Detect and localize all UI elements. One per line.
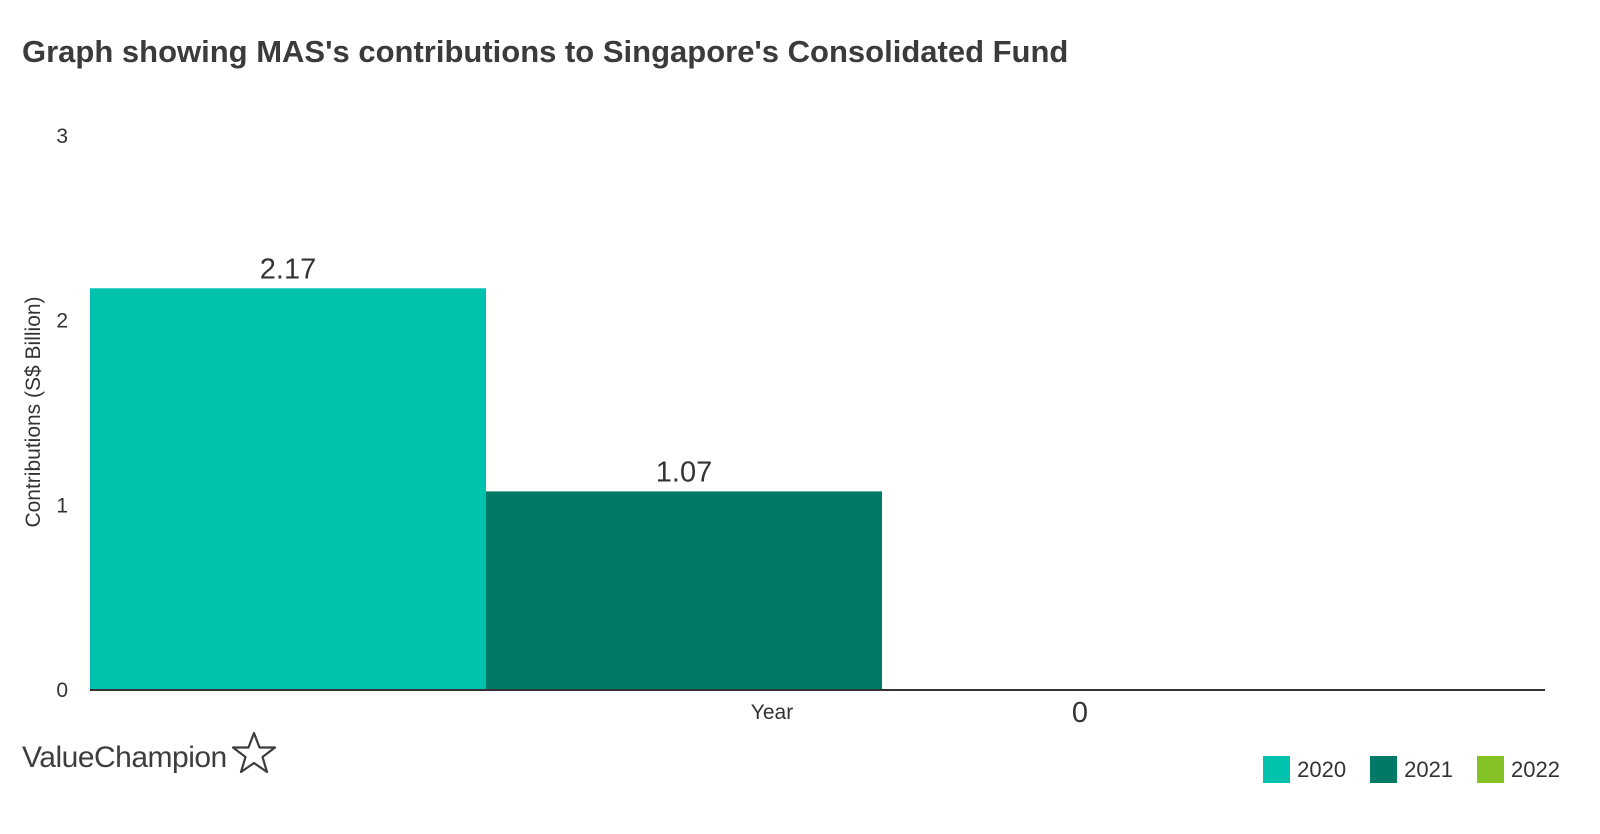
data-label-2022: 0 xyxy=(1072,697,1088,729)
y-axis-ticks: 0 1 2 3 xyxy=(56,125,68,702)
y-tick-label: 0 xyxy=(56,679,68,702)
x-axis-title: Year xyxy=(751,701,793,724)
legend-label-2020: 2020 xyxy=(1297,756,1347,782)
brand-name: ValueChampion xyxy=(22,741,227,774)
bar-2020[interactable] xyxy=(90,288,486,689)
legend-label-2022: 2022 xyxy=(1511,756,1560,782)
y-axis-title: Contributions (S$ Billion) xyxy=(22,296,45,527)
y-tick-label: 2 xyxy=(56,310,68,333)
brand-logo: ValueChampion xyxy=(22,731,277,776)
legend-swatch-2020 xyxy=(1263,756,1291,783)
y-tick-label: 1 xyxy=(56,494,68,517)
legend-swatch-2021 xyxy=(1370,756,1398,783)
legend-item-2022[interactable]: 2022 xyxy=(1477,756,1560,783)
legend-swatch-2022 xyxy=(1477,756,1505,783)
bar-2021[interactable] xyxy=(486,491,882,689)
legend-item-2021[interactable]: 2021 xyxy=(1370,756,1453,783)
data-label-2020: 2.17 xyxy=(260,253,316,285)
chart-title: Graph showing MAS's contributions to Sin… xyxy=(22,34,1069,69)
data-label-2021: 1.07 xyxy=(656,456,712,488)
bars-group xyxy=(90,288,882,689)
legend-label-2021: 2021 xyxy=(1404,756,1454,782)
legend: 2020 2021 2022 xyxy=(1239,756,1560,783)
data-labels-group: 2.17 1.07 0 xyxy=(260,253,1088,729)
legend-item-2020[interactable]: 2020 xyxy=(1263,756,1346,783)
star-outline-icon xyxy=(231,731,276,774)
y-tick-label: 3 xyxy=(56,125,68,148)
